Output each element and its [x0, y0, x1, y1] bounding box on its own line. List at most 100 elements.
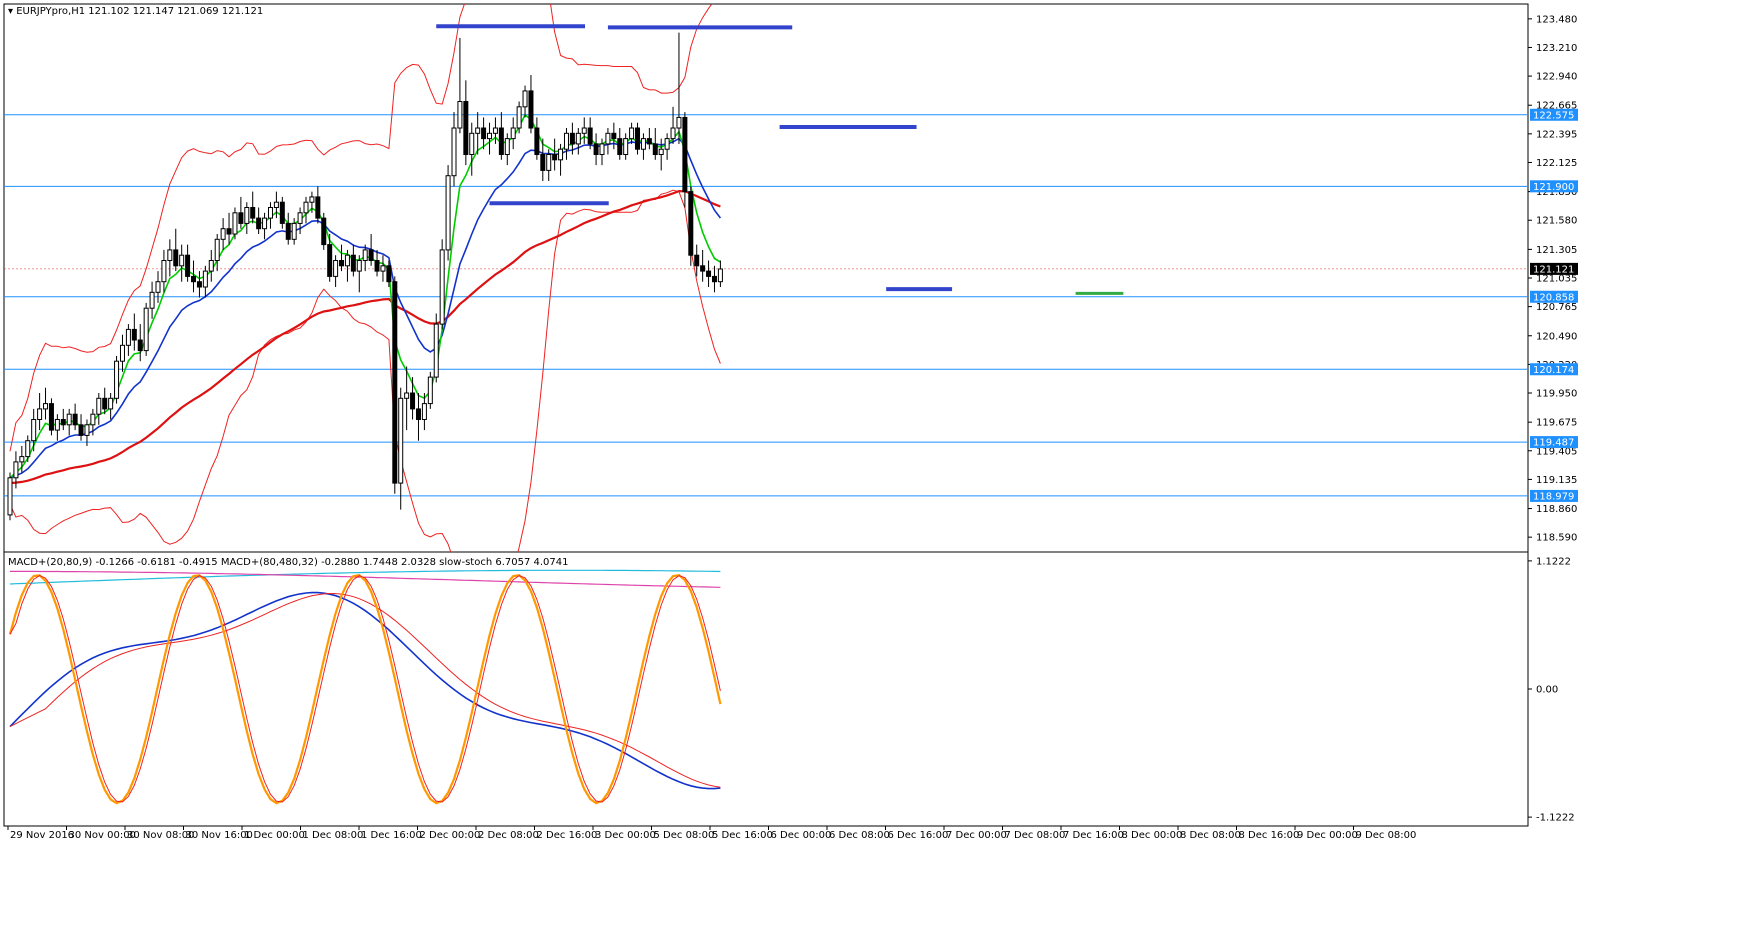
candle-body	[558, 148, 564, 161]
candle-body	[552, 154, 558, 161]
current-price-label: 121.121	[1533, 264, 1574, 275]
candle-body	[339, 260, 345, 267]
candle-body	[72, 413, 78, 426]
candle	[623, 133, 629, 160]
macd-long-signal	[10, 570, 721, 588]
candle-body	[303, 201, 309, 214]
candle	[54, 414, 60, 441]
candle-body	[404, 392, 410, 399]
candle	[356, 255, 362, 293]
candle-body	[445, 175, 451, 251]
candle	[682, 112, 688, 208]
candle-body	[321, 217, 327, 246]
candle-body	[244, 207, 250, 224]
candle-body	[108, 397, 114, 410]
candle	[711, 265, 717, 293]
candle	[19, 446, 25, 473]
candle	[208, 249, 214, 282]
candle	[37, 393, 43, 431]
candle-body	[439, 249, 445, 325]
time-label: 3 Dec 00:00	[595, 830, 656, 841]
price-tick-label: 119.405	[1536, 446, 1577, 457]
candle	[327, 234, 333, 282]
candle-body	[670, 127, 676, 140]
candle	[232, 207, 238, 240]
candle-body	[179, 254, 185, 267]
indicator-tick-label: 1.1222	[1536, 556, 1571, 567]
candle	[96, 393, 102, 425]
candle	[439, 239, 445, 330]
candle	[552, 138, 558, 171]
macd-long-line	[9, 569, 721, 585]
macd-signal	[9, 592, 721, 788]
price-tick-label: 120.765	[1536, 302, 1577, 313]
candle	[392, 276, 398, 494]
candle	[13, 451, 19, 489]
candle-body	[694, 254, 700, 267]
candle-body	[155, 281, 161, 293]
candle-body	[421, 403, 427, 421]
candle-body	[232, 212, 238, 235]
price-tick-label: 119.135	[1536, 475, 1577, 486]
candle-body	[498, 127, 504, 156]
price-tick-label: 118.590	[1536, 533, 1577, 544]
candle	[344, 249, 350, 282]
candle-body	[605, 132, 611, 145]
candle	[386, 260, 392, 288]
candle-body	[575, 132, 581, 145]
candle	[291, 218, 297, 245]
candle-body	[31, 419, 37, 442]
stoch-d	[9, 575, 721, 803]
candle-body	[226, 228, 232, 235]
time-label: 2 Dec 16:00	[537, 830, 598, 841]
price-tick-label: 118.860	[1536, 504, 1577, 515]
candle-body	[285, 222, 291, 240]
candle	[676, 32, 682, 144]
candle	[593, 133, 599, 166]
candle	[611, 122, 617, 150]
level-label-bg	[1530, 108, 1578, 121]
candle-body	[54, 419, 60, 431]
candle	[380, 255, 386, 282]
candle-body	[161, 260, 167, 283]
indicator-axis: 1.1222 0.00 -1.1222	[1528, 556, 1575, 824]
candle	[256, 207, 262, 235]
candle-body	[469, 132, 475, 156]
macd-line	[9, 591, 721, 790]
candle	[220, 218, 226, 250]
candle-body	[646, 138, 652, 145]
candle-body	[13, 461, 19, 479]
level-label: 119.487	[1533, 438, 1574, 449]
candle	[31, 408, 37, 452]
candle-body	[131, 328, 137, 341]
candle	[297, 207, 303, 235]
time-label: 2 Dec 00:00	[420, 830, 481, 841]
candle-body	[640, 138, 646, 150]
candle-body	[48, 403, 54, 431]
time-label: 7 Dec 00:00	[946, 830, 1007, 841]
candle-body	[291, 222, 297, 240]
candle	[599, 138, 605, 166]
candle-body	[327, 244, 333, 277]
candle-body	[368, 249, 374, 262]
time-label: 9 Dec 08:00	[1356, 830, 1417, 841]
candle	[398, 387, 404, 510]
candle	[510, 117, 516, 150]
candle-body	[415, 408, 421, 421]
candle-body	[143, 307, 149, 352]
candle-body	[374, 260, 380, 272]
candle	[635, 122, 641, 155]
candle	[415, 393, 421, 441]
candle	[315, 186, 321, 224]
price-tick-label: 121.580	[1536, 216, 1577, 227]
candle	[504, 133, 510, 166]
level-label: 118.979	[1533, 491, 1574, 502]
candle-body	[516, 106, 522, 129]
candle-body	[457, 101, 463, 129]
candle-body	[333, 260, 339, 277]
candle-body	[315, 196, 321, 219]
candle	[43, 387, 49, 420]
candle-body	[658, 148, 664, 156]
candle-body	[652, 143, 658, 156]
candle-body	[7, 477, 13, 516]
